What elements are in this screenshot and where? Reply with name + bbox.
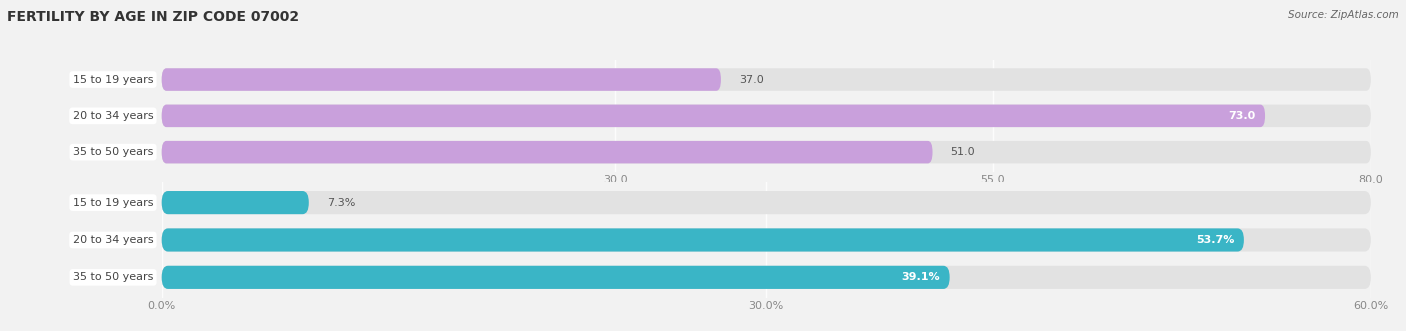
Text: 37.0: 37.0 [740,74,763,84]
FancyBboxPatch shape [162,68,1371,91]
FancyBboxPatch shape [162,266,1371,289]
Text: FERTILITY BY AGE IN ZIP CODE 07002: FERTILITY BY AGE IN ZIP CODE 07002 [7,10,299,24]
FancyBboxPatch shape [162,105,1371,127]
Text: 20 to 34 years: 20 to 34 years [73,235,153,245]
Text: 73.0: 73.0 [1227,111,1256,121]
FancyBboxPatch shape [162,191,309,214]
FancyBboxPatch shape [162,141,1371,164]
Text: 15 to 19 years: 15 to 19 years [73,74,153,84]
FancyBboxPatch shape [162,266,949,289]
FancyBboxPatch shape [162,141,932,164]
Text: 15 to 19 years: 15 to 19 years [73,198,153,208]
Text: 20 to 34 years: 20 to 34 years [73,111,153,121]
FancyBboxPatch shape [162,228,1371,252]
Text: Source: ZipAtlas.com: Source: ZipAtlas.com [1288,10,1399,20]
Text: 35 to 50 years: 35 to 50 years [73,272,153,282]
Text: 39.1%: 39.1% [901,272,941,282]
FancyBboxPatch shape [162,191,1371,214]
Text: 35 to 50 years: 35 to 50 years [73,147,153,157]
Text: 51.0: 51.0 [950,147,976,157]
Text: 7.3%: 7.3% [328,198,356,208]
FancyBboxPatch shape [162,68,721,91]
FancyBboxPatch shape [162,228,1244,252]
FancyBboxPatch shape [162,105,1265,127]
Text: 53.7%: 53.7% [1197,235,1234,245]
